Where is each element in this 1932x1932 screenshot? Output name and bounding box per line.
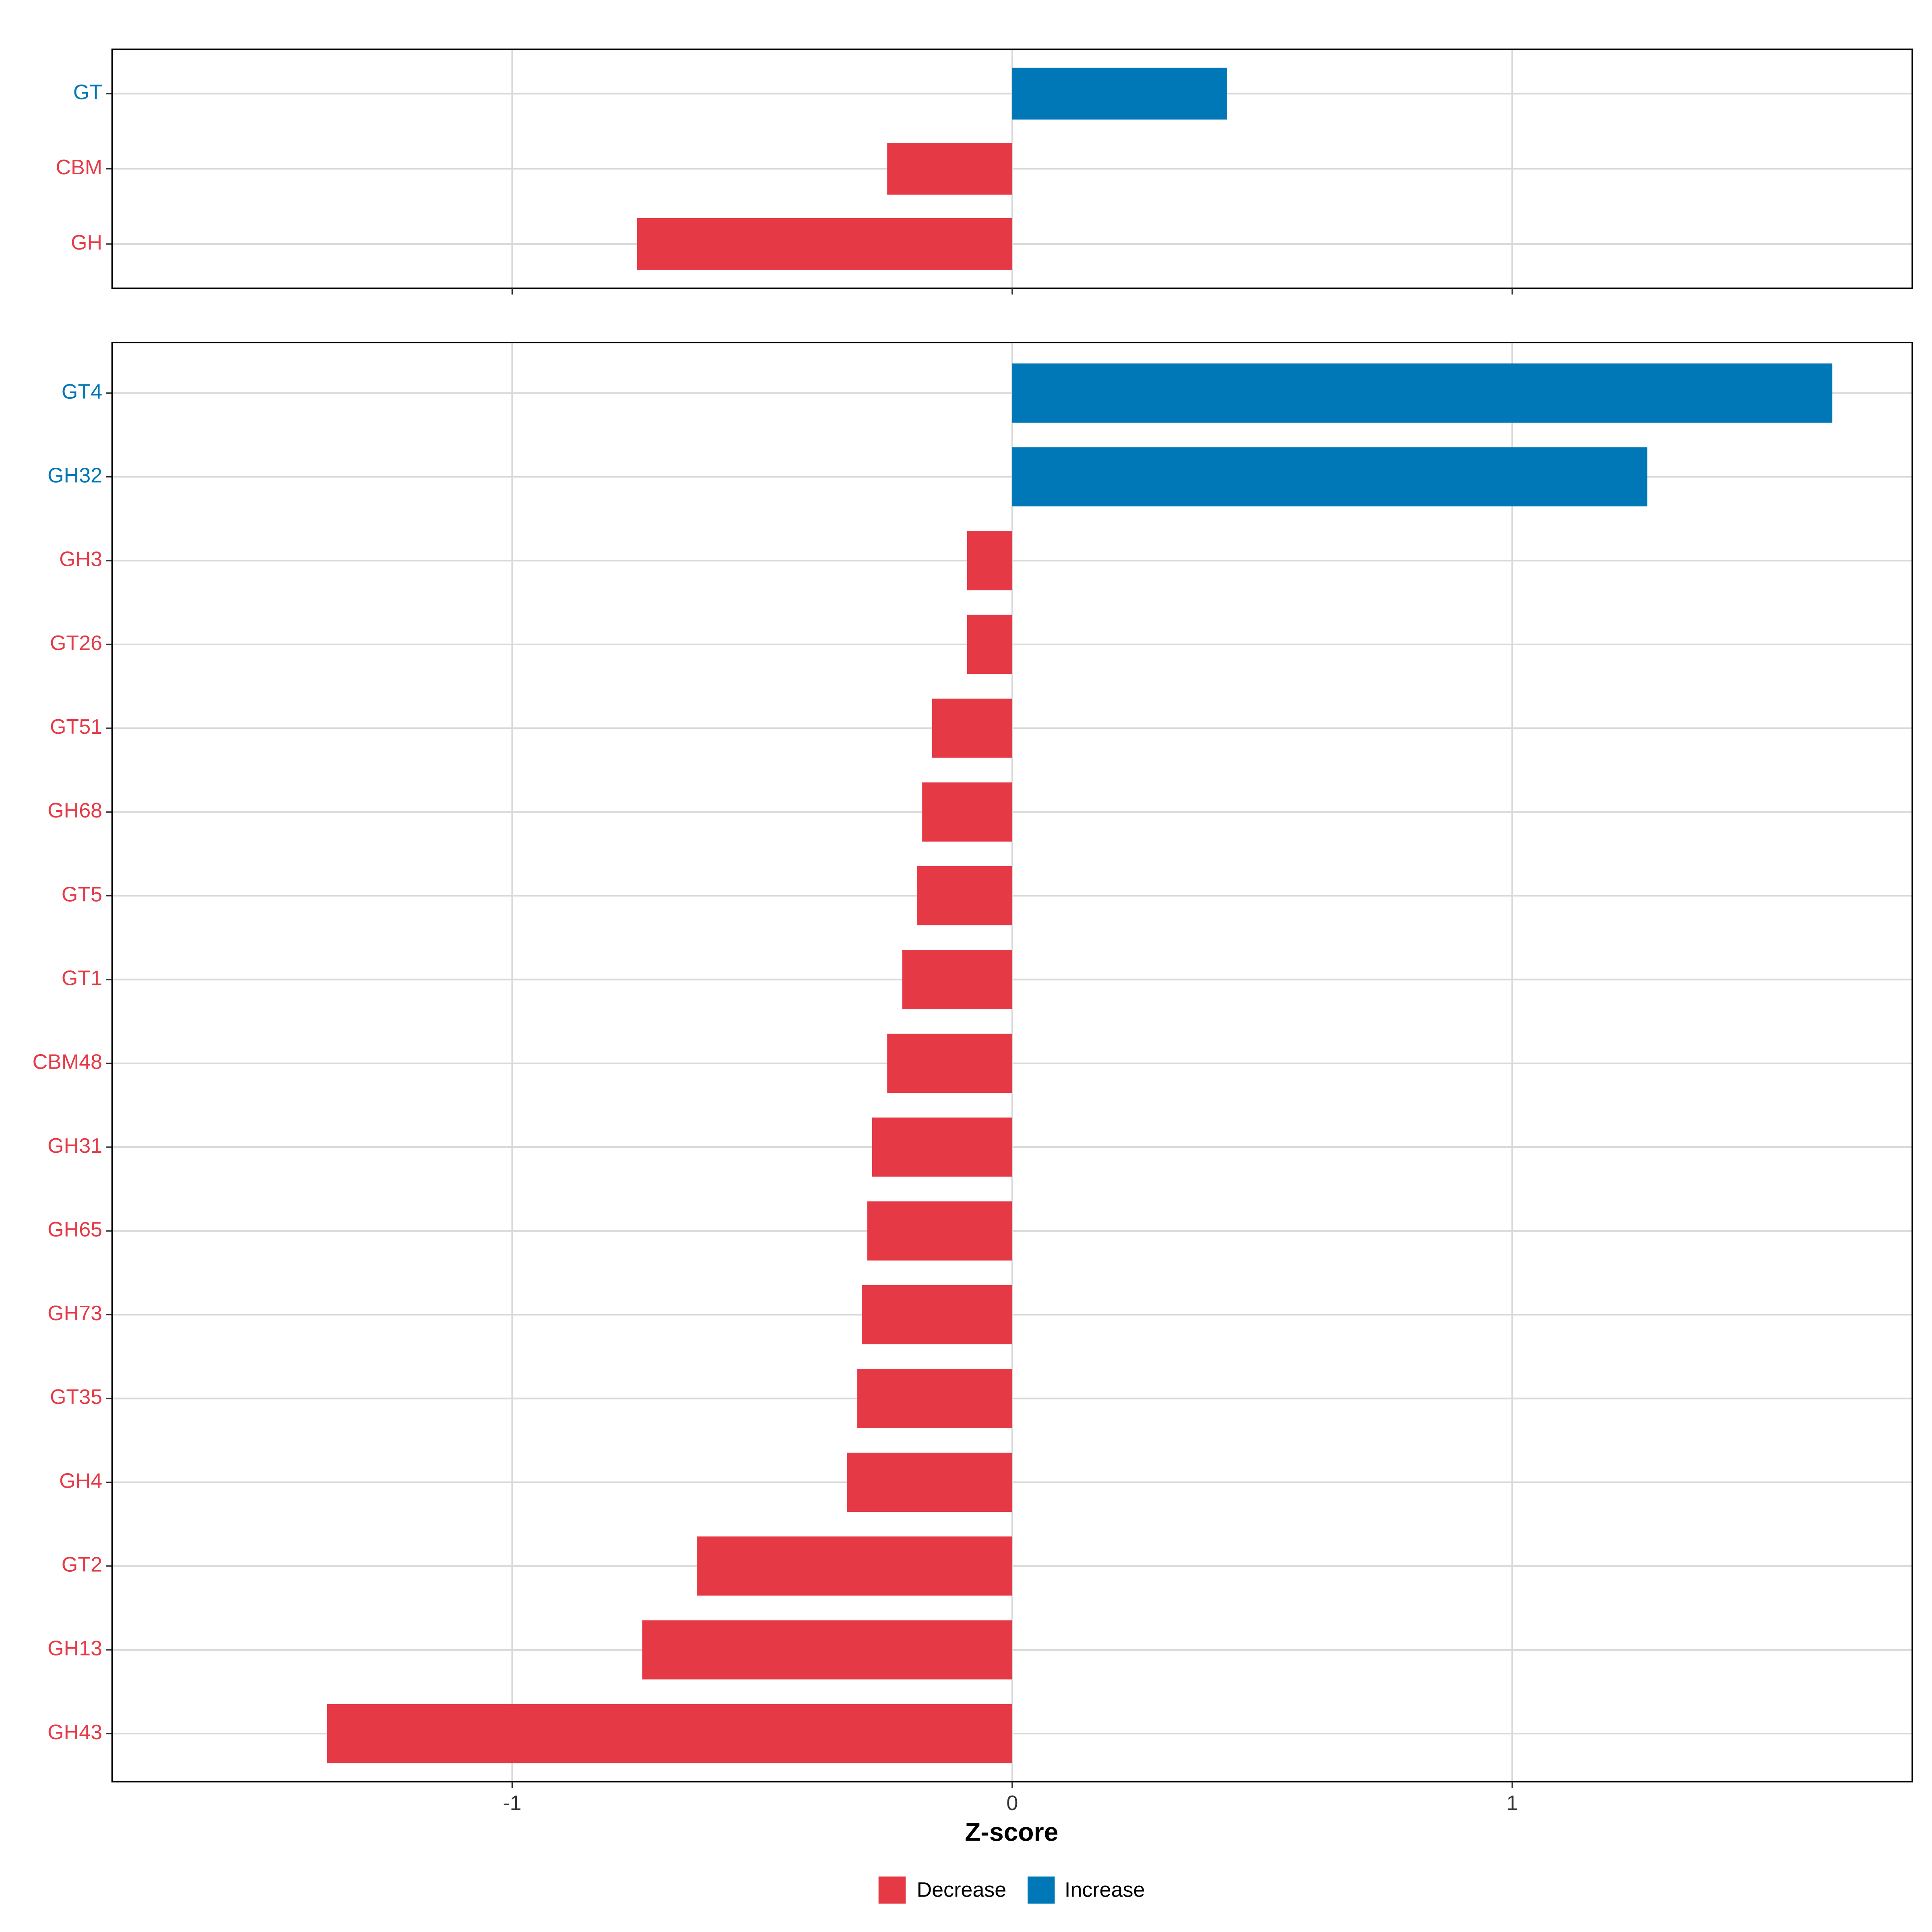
bar-gh73 [862,1285,1012,1344]
bar-gh68 [922,782,1012,842]
y-tick-label: CBM [56,156,102,179]
legend-swatch-increase [1028,1876,1055,1904]
bar-cbm48 [887,1034,1012,1093]
y-tick-label: GH32 [47,464,102,487]
y-tick-label: GT1 [62,966,102,990]
y-tick-label: GH3 [59,548,102,571]
panel-bottom: GT4 GH32 GH3 GT26 GT51 GH68 GT5 GT1 CBM48 GH31 GH6… [33,342,1913,1815]
bar-gt [1012,68,1228,120]
bar-gt5 [917,866,1012,925]
x-tick-label: -1 [503,1792,521,1815]
bar-cbm [887,143,1012,195]
y-tick-label: GH4 [59,1469,102,1492]
bar-gh13 [642,1620,1012,1680]
panel-top: GT CBM GH [56,48,1913,295]
legend-swatch-decrease [878,1876,906,1904]
bar-gt26 [967,615,1012,674]
x-tick-label: 1 [1507,1792,1518,1815]
y-tick-label: GH73 [47,1302,102,1325]
y-tick-label: GT [73,80,102,104]
bar-gt2 [697,1536,1012,1596]
bar-gh43 [327,1704,1012,1763]
legend-label-increase: Increase [1065,1878,1145,1902]
bar-gt35 [857,1369,1012,1428]
y-tick-label: GH43 [47,1721,102,1744]
x-tick-label: 0 [1006,1792,1018,1815]
y-tick-label: GT5 [62,883,102,906]
legend-label-decrease: Decrease [917,1878,1007,1902]
y-tick-label: GH68 [47,799,102,822]
y-tick-label: GH31 [47,1134,102,1158]
bar-gt51 [932,698,1012,758]
y-tick-label: GT2 [62,1553,102,1577]
y-tick-label: GT35 [50,1385,102,1409]
bar-gh65 [867,1201,1012,1261]
bar-gh4 [847,1453,1012,1512]
y-tick-label: CBM48 [33,1051,103,1074]
y-tick-label: GH65 [47,1218,102,1241]
legend: Decrease Increase [878,1876,1145,1904]
bar-gh3 [967,531,1012,590]
x-axis-title: Z-score [965,1817,1058,1846]
bar-gt1 [902,950,1012,1009]
y-tick-label: GH13 [47,1637,102,1660]
bar-gh31 [872,1117,1012,1177]
bar-gt4 [1012,363,1833,423]
y-tick-label: GH [71,231,102,254]
y-tick-label: GT26 [50,632,102,655]
y-tick-label: GT4 [62,380,102,403]
bar-gh [637,218,1012,270]
bar-gh32 [1012,447,1647,507]
y-tick-label: GT51 [50,715,102,739]
